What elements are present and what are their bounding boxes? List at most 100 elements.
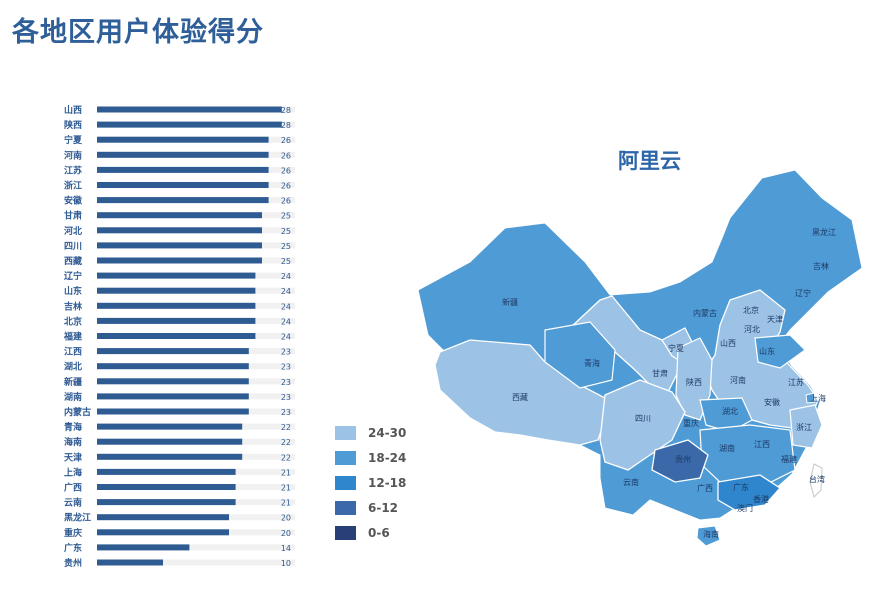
bar (97, 393, 249, 400)
bar (97, 212, 262, 219)
value-label: 26 (281, 182, 291, 191)
page-title: 各地区用户体验得分 (12, 17, 264, 48)
value-label: 24 (281, 272, 291, 281)
map-region-label: 福建 (781, 454, 797, 464)
value-label: 25 (281, 212, 291, 221)
category-label: 云南 (64, 497, 82, 509)
value-label: 23 (281, 378, 291, 387)
value-label: 26 (281, 136, 291, 145)
bar (97, 499, 236, 506)
category-label: 湖南 (64, 391, 82, 403)
region-qinghai (544, 321, 616, 389)
bar (97, 468, 236, 475)
legend-label: 24-30 (368, 425, 407, 440)
map-region-label: 广东 (733, 482, 749, 492)
bar (97, 257, 262, 264)
map-region-label: 四川 (635, 414, 651, 423)
value-label: 22 (281, 453, 291, 462)
map-region-label: 澳门 (737, 503, 753, 513)
value-label: 24 (281, 302, 291, 311)
bar (97, 408, 249, 415)
map-region-label: 辽宁 (795, 288, 811, 298)
map-region-label: 重庆 (683, 418, 699, 428)
value-label: 20 (281, 529, 291, 538)
value-label: 26 (281, 166, 291, 175)
category-label: 甘肃 (64, 210, 82, 222)
bar (97, 166, 269, 173)
category-label: 上海 (64, 466, 82, 478)
legend-item: 0-6 (335, 524, 406, 541)
map-region-label: 贵州 (675, 454, 691, 464)
value-label: 22 (281, 423, 291, 432)
category-label: 浙江 (64, 180, 82, 192)
bar (97, 348, 249, 355)
map-region-label: 北京 (743, 305, 759, 315)
bar-chart: 山西 28 陕西 28 宁夏 26 河南 26 江苏 26 浙江 26 安徽 26 甘肃 25 河北 25 四川 25… (63, 104, 295, 569)
category-label: 四川 (64, 241, 82, 252)
legend-item: 24-30 (335, 424, 406, 441)
legend-item: 12-18 (335, 474, 406, 491)
category-label: 西藏 (64, 255, 82, 267)
map-region-label: 吉林 (813, 261, 829, 271)
map-region-label: 甘肃 (652, 368, 668, 378)
bar (97, 423, 243, 430)
region-xizang (434, 339, 606, 446)
region-shanghai (805, 392, 816, 404)
map-region-label: 江苏 (788, 377, 804, 387)
category-label: 广西 (64, 482, 82, 494)
category-label: 江苏 (64, 164, 82, 176)
map-region-label: 海南 (703, 529, 719, 539)
map-region-label: 内蒙古 (693, 308, 717, 318)
map-region-label: 广西 (697, 483, 713, 493)
map-region-label: 新疆 (502, 297, 518, 307)
value-label: 24 (281, 333, 291, 342)
value-label: 28 (281, 121, 291, 130)
region-sichuan (599, 379, 686, 471)
map-region-label: 山西 (720, 338, 736, 348)
region-hunan-jiangxi (699, 424, 796, 486)
value-label: 25 (281, 242, 291, 251)
category-label: 江西 (64, 346, 82, 358)
value-label: 28 (281, 106, 291, 115)
value-label: 20 (281, 514, 291, 523)
value-label: 14 (281, 544, 291, 553)
map-region-label: 上海 (810, 393, 826, 403)
legend-label: 18-24 (368, 450, 407, 465)
bar (97, 378, 249, 385)
region-guangdong (717, 474, 781, 511)
legend-swatch (335, 500, 356, 515)
value-label: 25 (281, 227, 291, 236)
category-label: 山西 (64, 104, 82, 116)
map-region-label: 山东 (759, 346, 775, 356)
legend-label: 12-18 (368, 475, 407, 490)
category-label: 宁夏 (64, 134, 83, 146)
legend-swatch (335, 475, 356, 490)
map-region-label: 宁夏 (668, 343, 684, 353)
value-label: 21 (281, 484, 291, 493)
category-label: 北京 (64, 315, 82, 327)
value-label: 23 (281, 363, 291, 372)
bar-track (97, 559, 295, 566)
bar (97, 106, 282, 113)
bar (97, 272, 256, 279)
category-label: 山东 (64, 285, 82, 297)
category-label: 广东 (64, 542, 82, 554)
legend-item: 18-24 (335, 449, 406, 466)
map-region-label: 湖南 (719, 443, 735, 453)
value-label: 10 (281, 559, 291, 568)
value-label: 25 (281, 257, 291, 266)
value-label: 23 (281, 408, 291, 417)
bar (97, 302, 256, 309)
legend-label: 0-6 (368, 525, 390, 540)
category-label: 黑龙江 (64, 512, 91, 524)
category-label: 辽宁 (64, 270, 82, 282)
region-hainan (696, 525, 721, 547)
value-label: 24 (281, 287, 291, 296)
map-region-label: 香港 (753, 494, 769, 504)
category-label: 海南 (64, 436, 82, 448)
bar (97, 121, 282, 128)
bar (97, 136, 269, 143)
category-label: 河南 (64, 149, 82, 161)
map-legend: 24-30 18-24 12-18 6-12 0-6 (335, 424, 406, 549)
